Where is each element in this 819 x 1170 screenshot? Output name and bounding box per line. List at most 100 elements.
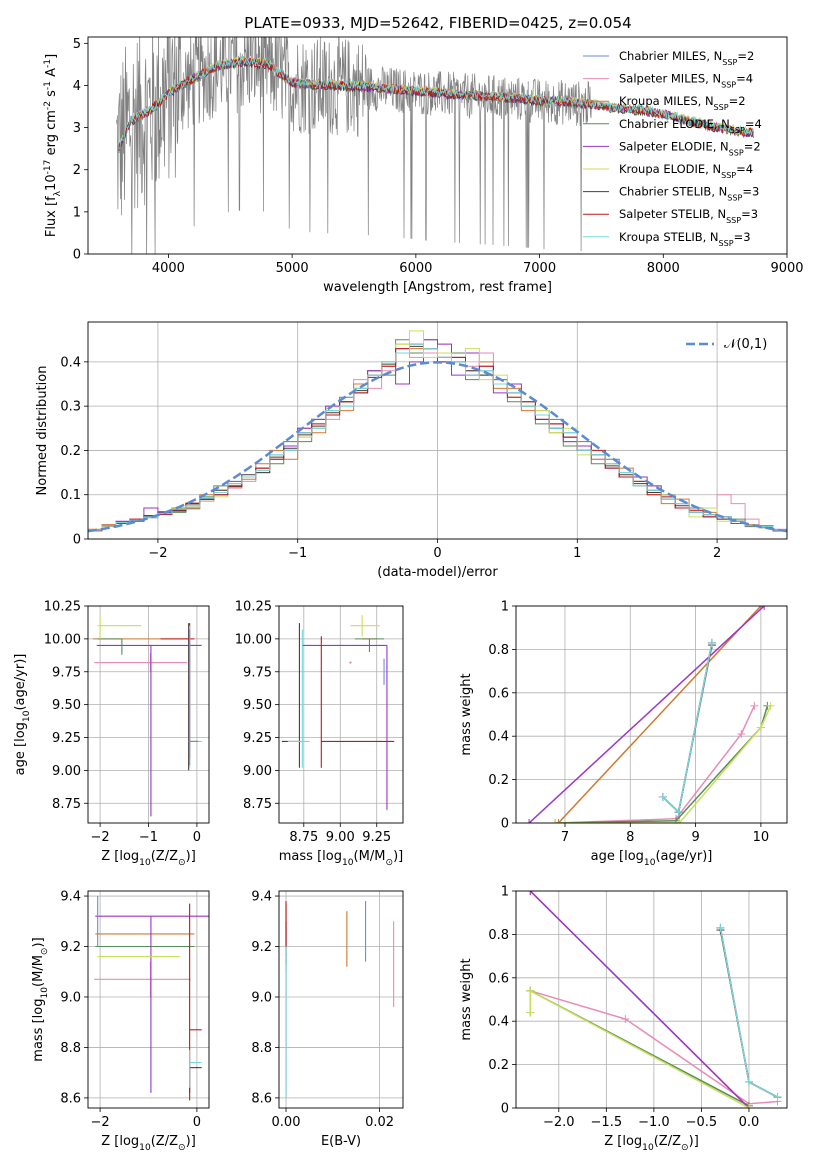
spectrum-xlabel: wavelength [Angstrom, rest frame] bbox=[323, 280, 552, 295]
mass-vs-ebv-xtick-label: 0.00 bbox=[272, 1115, 301, 1130]
spectrum-frame bbox=[87, 36, 788, 255]
mass-vs-metallicity-ytick-label: 8.8 bbox=[60, 1041, 81, 1056]
residuals-xtick-label: 2 bbox=[713, 546, 721, 561]
mass-weight-vs-age-ylabel: mass weight bbox=[459, 673, 474, 755]
residuals-xtick-label: 0 bbox=[433, 546, 441, 561]
panels: 4000 5000 6000 7000 8000 9000012345wavelength… bbox=[13, 36, 804, 1153]
age-vs-metallicity-xtick-label: 0 bbox=[193, 830, 201, 845]
mass-weight-vs-age-line-2 bbox=[557, 606, 762, 823]
mass-weight-vs-age-ytick-label: 0.8 bbox=[488, 643, 509, 658]
age-vs-metallicity-ytick-label: 10.25 bbox=[44, 600, 81, 615]
mass-weight-vs-metallicity-panel: −2.0 −1.5 −1.0 −0.5 0.0 0 0.2 0.4 0.6 0.8 1 Z [log1… bbox=[459, 885, 788, 1153]
mass-vs-metallicity-ytick-label: 8.6 bbox=[60, 1091, 81, 1106]
mass-weight-vs-age-ytick-label: 0.4 bbox=[488, 730, 509, 745]
mass-weight-vs-age-ytick-label: 0.2 bbox=[488, 773, 509, 788]
age-vs-mass-ytick-label: 9.75 bbox=[243, 665, 272, 680]
residual-histogram-8 bbox=[88, 343, 787, 539]
age-vs-mass-ytick-label: 9.00 bbox=[243, 764, 272, 779]
legend-label-8: Kroupa STELIB, NSSP=3 bbox=[619, 230, 751, 248]
age-vs-metallicity-plot-area bbox=[92, 615, 202, 817]
mass-weight-vs-age-line-3 bbox=[555, 705, 769, 823]
mass-vs-ebv-frame bbox=[278, 890, 404, 1109]
age-vs-mass-panel: 8.75 9.00 9.25 8.75 9.00 9.25 9.50 9.75 10.00 10.… bbox=[235, 600, 404, 868]
age-vs-metallicity-ytick-label: 9.00 bbox=[52, 764, 81, 779]
mass-weight-vs-metallicity-ytick-label: 0 bbox=[501, 1102, 509, 1117]
legend-label-4: Salpeter ELODIE, NSSP=2 bbox=[619, 139, 761, 157]
mass-weight-vs-metallicity-xtick-label: −2.0 bbox=[543, 1115, 575, 1130]
mass-weight-vs-age-xlabel: age [log10(age/yr)] bbox=[591, 849, 713, 868]
mass-weight-vs-metallicity-xtick-label: −1.5 bbox=[591, 1115, 623, 1130]
mass-weight-vs-age-plot-area bbox=[525, 606, 775, 823]
mass-weight-vs-age-line-4 bbox=[528, 606, 765, 823]
mass-vs-ebv-ytick-label: 9.0 bbox=[251, 990, 272, 1005]
mass-vs-ebv-ytick-label: 8.8 bbox=[251, 1041, 272, 1056]
mass-weight-vs-metallicity-ytick-label: 0.4 bbox=[488, 1015, 509, 1030]
age-vs-mass-frame bbox=[278, 605, 404, 824]
residuals-plot-area bbox=[88, 330, 787, 539]
spectrum-xtick-label: 4000 bbox=[152, 261, 185, 276]
legend-label-2: Kroupa MILES, NSSP=2 bbox=[619, 94, 746, 112]
age-vs-metallicity-ytick-label: 10.00 bbox=[44, 632, 81, 647]
spectrum-ytick-label: 2 bbox=[73, 163, 81, 178]
mass-vs-ebv-panel: 0.00 0.02 8.6 8.8 9.0 9.2 9.4 E(B-V) bbox=[251, 890, 404, 1149]
mass-weight-vs-age-ytick-label: 1 bbox=[501, 600, 509, 615]
age-vs-metallicity-xlabel: Z [log10(Z/Z⊙)] bbox=[101, 849, 196, 868]
spectrum-data-line bbox=[116, 37, 592, 254]
spectrum-xtick-label: 5000 bbox=[276, 261, 309, 276]
age-vs-metallicity-ytick-label: 8.75 bbox=[52, 797, 81, 812]
residuals-xtick-label: 1 bbox=[573, 546, 581, 561]
mass-weight-vs-metallicity-xlabel: Z [log10(Z/Z⊙)] bbox=[604, 1134, 699, 1153]
mass-vs-ebv-xlabel: E(B-V) bbox=[321, 1134, 361, 1149]
residuals-ytick-label: 0.1 bbox=[60, 488, 81, 503]
residuals-panel: −2 −1 0 1 2 0 0.1 0.2 0.3 0.4 (data-model)/error No… bbox=[35, 321, 788, 580]
mass-weight-vs-age-frame bbox=[515, 605, 788, 824]
spectrum-legend: Chabrier MILES, NSSP=2 Salpeter MILES, NS… bbox=[583, 49, 762, 247]
legend-label-0: Chabrier MILES, NSSP=2 bbox=[619, 49, 754, 67]
mass-weight-vs-age-panel: 7 8 9 10 0 0.2 0.4 0.6 0.8 1 age [log10(age/yr)] ma… bbox=[459, 600, 788, 868]
residuals-frame bbox=[87, 321, 788, 540]
mass-weight-vs-metallicity-ytick-label: 0.6 bbox=[488, 971, 509, 986]
legend-label-5: Kroupa ELODIE, NSSP=4 bbox=[619, 162, 753, 180]
residuals-xtick-label: −2 bbox=[148, 546, 167, 561]
age-vs-metallicity-xtick-label: −2 bbox=[91, 830, 110, 845]
residuals-ytick-label: 0.2 bbox=[60, 444, 81, 459]
legend-label-7: Salpeter STELIB, NSSP=3 bbox=[619, 207, 758, 225]
mass-weight-vs-age-xtick-label: 7 bbox=[561, 830, 569, 845]
mass-weight-vs-age-xtick-label: 8 bbox=[626, 830, 634, 845]
age-vs-metallicity-ytick-label: 9.75 bbox=[52, 665, 81, 680]
age-vs-metallicity-ylabel: age [log10(age/yr)] bbox=[13, 654, 32, 776]
mass-weight-vs-metallicity-ytick-label: 0.8 bbox=[488, 928, 509, 943]
mass-weight-vs-metallicity-line-4 bbox=[529, 891, 750, 1108]
legend-gaussian-label: 𝒩(0,1) bbox=[724, 337, 767, 352]
mass-vs-ebv-ytick-label: 8.6 bbox=[251, 1091, 272, 1106]
mass-vs-metallicity-frame bbox=[87, 890, 210, 1109]
age-vs-metallicity-ytick-label: 9.25 bbox=[52, 731, 81, 746]
residuals-ylabel: Normed distribution bbox=[35, 366, 50, 496]
residuals-xlabel: (data-model)/error bbox=[377, 565, 498, 580]
mass-vs-metallicity-xtick-label: −2 bbox=[91, 1115, 110, 1130]
age-vs-metallicity-frame bbox=[87, 605, 210, 824]
figure-title: PLATE=0933, MJD=52642, FIBERID=0425, z=0… bbox=[244, 14, 631, 32]
age-vs-mass-xtick-label: 9.00 bbox=[326, 830, 355, 845]
mass-vs-ebv-ytick-label: 9.4 bbox=[251, 890, 272, 905]
mass-vs-ebv-ytick-label: 9.2 bbox=[251, 940, 272, 955]
mass-weight-vs-metallicity-line-1 bbox=[530, 990, 778, 1105]
age-vs-mass-ytick-label: 10.00 bbox=[235, 632, 272, 647]
mass-vs-metallicity-ytick-label: 9.2 bbox=[60, 940, 81, 955]
age-vs-mass-xlabel: mass [log10(M/M⊙)] bbox=[279, 849, 403, 868]
mass-weight-vs-metallicity-xtick-label: −1.0 bbox=[638, 1115, 670, 1130]
mass-weight-vs-metallicity-ytick-label: 0.2 bbox=[488, 1058, 509, 1073]
spectrum-ylabel: Flux [fλ10-17 erg cm-2 s-1 A-1] bbox=[43, 54, 63, 237]
mass-weight-vs-age-ytick-label: 0.6 bbox=[488, 686, 509, 701]
spectrum-panel: 4000 5000 6000 7000 8000 9000 0 1 2 3 4 5 wavelength… bbox=[43, 36, 804, 295]
spectrum-ytick-label: 0 bbox=[73, 248, 81, 263]
mass-vs-ebv-plot-area bbox=[285, 901, 395, 1098]
legend-label-3: Chabrier ELODIE, NSSP=4 bbox=[619, 117, 762, 135]
mass-weight-vs-metallicity-xtick-label: −0.5 bbox=[686, 1115, 718, 1130]
mass-weight-vs-age-line-5 bbox=[555, 705, 772, 823]
age-vs-metallicity-panel: −2 −1 0 8.75 9.00 9.25 9.50 9.75 10.00 10.25 Z [lo… bbox=[13, 600, 210, 868]
spectrum-ytick-label: 3 bbox=[73, 121, 81, 136]
spectrum-ytick-label: 4 bbox=[73, 79, 81, 94]
mass-weight-vs-metallicity-xtick-label: 0.0 bbox=[739, 1115, 760, 1130]
residuals-ytick-label: 0.4 bbox=[60, 355, 81, 370]
